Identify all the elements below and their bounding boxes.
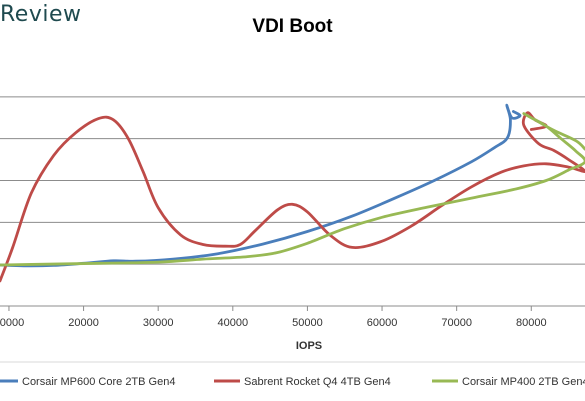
x-tick-label: 10000 [0, 317, 24, 329]
series-line-2 [0, 111, 585, 283]
x-tick-label: 80000 [516, 317, 547, 329]
gridlines [0, 96, 585, 265]
x-tick-labels: 10000 20000 30000 40000 50000 60000 70000 80000 [0, 306, 547, 329]
legend-label-2: Sabrent Rocket Q4 4TB Gen4 [244, 376, 391, 388]
legend-label-1: Corsair MP600 Core 2TB Gen4 [22, 376, 175, 388]
series-lines [0, 103, 585, 283]
series-line-3 [0, 112, 585, 267]
legend-label-3: Corsair MP400 2TB Gen4 [462, 376, 585, 388]
x-tick-label: 70000 [441, 317, 472, 329]
site-logo-text: Review [0, 2, 82, 27]
chart-title: VDI Boot [252, 16, 333, 37]
x-tick-label: 30000 [143, 317, 174, 329]
legend: Corsair MP600 Core 2TB Gen4 Sabrent Rocke… [0, 376, 585, 388]
x-tick-label: 40000 [218, 317, 249, 329]
x-axis-label: IOPS [296, 340, 322, 352]
x-tick-label: 60000 [367, 317, 398, 329]
x-tick-label: 50000 [292, 317, 323, 329]
x-tick-label: 20000 [68, 317, 99, 329]
